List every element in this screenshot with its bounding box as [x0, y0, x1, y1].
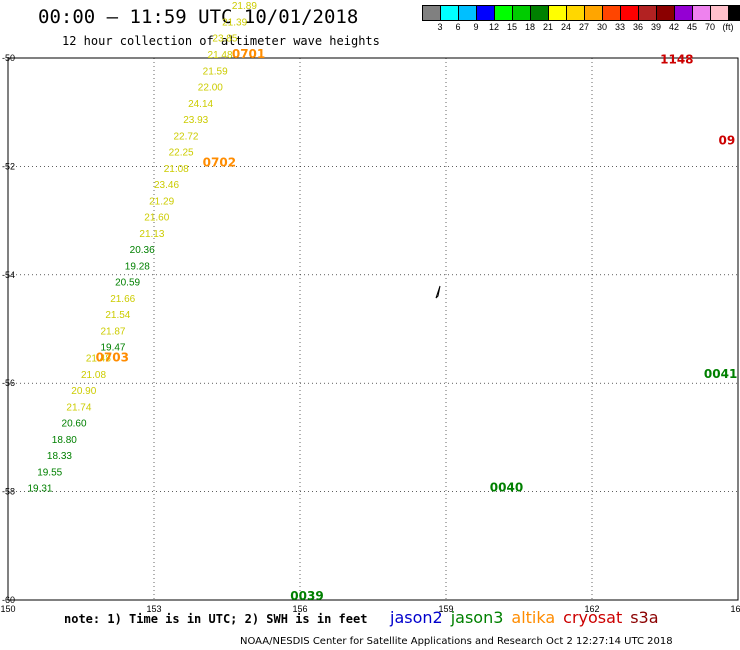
island-outline	[435, 285, 441, 299]
colorbar-swatch	[441, 6, 459, 20]
time-label: 0701	[232, 47, 265, 61]
legend-jason3: jason3	[450, 608, 504, 627]
wave-height-point: 21.66	[110, 294, 135, 305]
colorbar-label: 33	[614, 22, 626, 32]
colorbar-swatch	[693, 6, 711, 20]
time-label: 0039	[290, 589, 323, 603]
colorbar-label: 30	[596, 22, 608, 32]
wave-height-point: 21.48	[208, 50, 233, 61]
wave-height-point: 21.08	[81, 370, 106, 381]
x-tick-label: 153	[146, 604, 161, 614]
colorbar-label: 70	[704, 22, 716, 32]
time-label: 0041	[704, 367, 737, 381]
mission-legend: jason2 jason3 altika cryosat s3a	[390, 608, 667, 627]
colorbar-swatch	[639, 6, 657, 20]
colorbar-swatch	[729, 6, 740, 20]
x-tick-label: 165	[730, 604, 740, 614]
time-label: 0703	[96, 351, 129, 365]
y-tick-label: -52	[2, 161, 15, 171]
legend-altika: altika	[511, 608, 556, 627]
page-subtitle: 12 hour collection of altimeter wave hei…	[62, 34, 380, 48]
wave-height-point: 20.36	[130, 245, 155, 256]
colorbar-label: 18	[524, 22, 536, 32]
x-tick-label: 156	[292, 604, 307, 614]
wave-height-point: 18.80	[52, 435, 77, 446]
wave-height-point: 21.29	[149, 196, 174, 207]
wave-height-point: 23.85	[212, 34, 237, 45]
y-tick-label: -54	[2, 270, 15, 280]
wave-height-point: 22.25	[169, 148, 194, 159]
time-label: 09	[719, 134, 736, 148]
x-tick-label: 159	[438, 604, 453, 614]
colorbar-label: 42	[668, 22, 680, 32]
wave-height-point: 24.14	[188, 99, 213, 110]
legend-cryosat: cryosat	[563, 608, 623, 627]
wave-height-point: 19.47	[100, 343, 125, 354]
colorbar-label: 15	[506, 22, 518, 32]
time-label: 0702	[203, 155, 236, 169]
page-title: 00:00 – 11:59 UTC 10/01/2018	[38, 6, 359, 28]
colorbar-label: 21	[542, 22, 554, 32]
colorbar-swatch	[603, 6, 621, 20]
wave-height-point: 21.89	[232, 1, 257, 12]
colorbar-swatch	[513, 6, 531, 20]
colorbar-label: 3	[437, 22, 443, 32]
legend-jason2: jason2	[390, 608, 443, 627]
colorbar-label: 24	[560, 22, 572, 32]
wave-height-point: 21.13	[139, 229, 164, 240]
colorbar-swatch	[531, 6, 549, 20]
note-text: note: 1) Time is in UTC; 2) SWH is in fe…	[64, 612, 368, 626]
wave-height-point: 21.39	[222, 17, 247, 28]
wave-height-point: 20.59	[115, 278, 140, 289]
colorbar-swatch	[675, 6, 693, 20]
x-tick-label: 162	[584, 604, 599, 614]
colorbar-swatch	[657, 6, 675, 20]
wave-height-point: 18.33	[47, 451, 72, 462]
colorbar-label: 27	[578, 22, 590, 32]
wave-height-point: 21.59	[203, 66, 228, 77]
colorbar-label: 45	[686, 22, 698, 32]
colorbar-swatch	[567, 6, 585, 20]
wave-height-point: 23.93	[183, 115, 208, 126]
wave-height-point: 21.48	[86, 354, 111, 365]
time-label: 1148	[660, 52, 693, 66]
colorbar-swatch	[621, 6, 639, 20]
time-label: 0040	[490, 481, 523, 495]
wave-height-point: 21.54	[105, 310, 130, 321]
colorbar-label: 6	[455, 22, 461, 32]
colorbar-swatch	[495, 6, 513, 20]
wave-height-point: 23.46	[154, 180, 179, 191]
colorbar-swatch	[585, 6, 603, 20]
credit-text: NOAA/NESDIS Center for Satellite Applica…	[240, 636, 673, 647]
wave-height-point: 20.90	[71, 386, 96, 397]
wave-height-point: 19.31	[27, 484, 52, 495]
colorbar	[422, 5, 740, 21]
wave-height-point: 21.74	[66, 402, 91, 413]
colorbar-swatch	[423, 6, 441, 20]
wave-height-point: 21.87	[100, 326, 125, 337]
colorbar-label: 12	[488, 22, 500, 32]
wave-height-point: 19.55	[37, 467, 62, 478]
wave-height-point: 22.00	[198, 83, 223, 94]
y-tick-label: -50	[2, 53, 15, 63]
wave-height-point: 21.08	[164, 164, 189, 175]
x-tick-label: 150	[0, 604, 15, 614]
wave-height-point: 21.60	[144, 213, 169, 224]
colorbar-swatch	[549, 6, 567, 20]
wave-height-point: 20.60	[62, 419, 87, 430]
colorbar-swatch	[459, 6, 477, 20]
y-tick-label: -58	[2, 487, 15, 497]
legend-s3a: s3a	[630, 608, 659, 627]
colorbar-label: (ft)	[722, 22, 734, 32]
y-tick-label: -60	[2, 595, 15, 605]
y-tick-label: -56	[2, 378, 15, 388]
colorbar-label: 36	[632, 22, 644, 32]
colorbar-label: 39	[650, 22, 662, 32]
colorbar-swatch	[477, 6, 495, 20]
colorbar-swatch	[711, 6, 729, 20]
colorbar-label: 9	[473, 22, 479, 32]
wave-height-point: 22.72	[173, 131, 198, 142]
wave-height-point: 19.28	[125, 261, 150, 272]
